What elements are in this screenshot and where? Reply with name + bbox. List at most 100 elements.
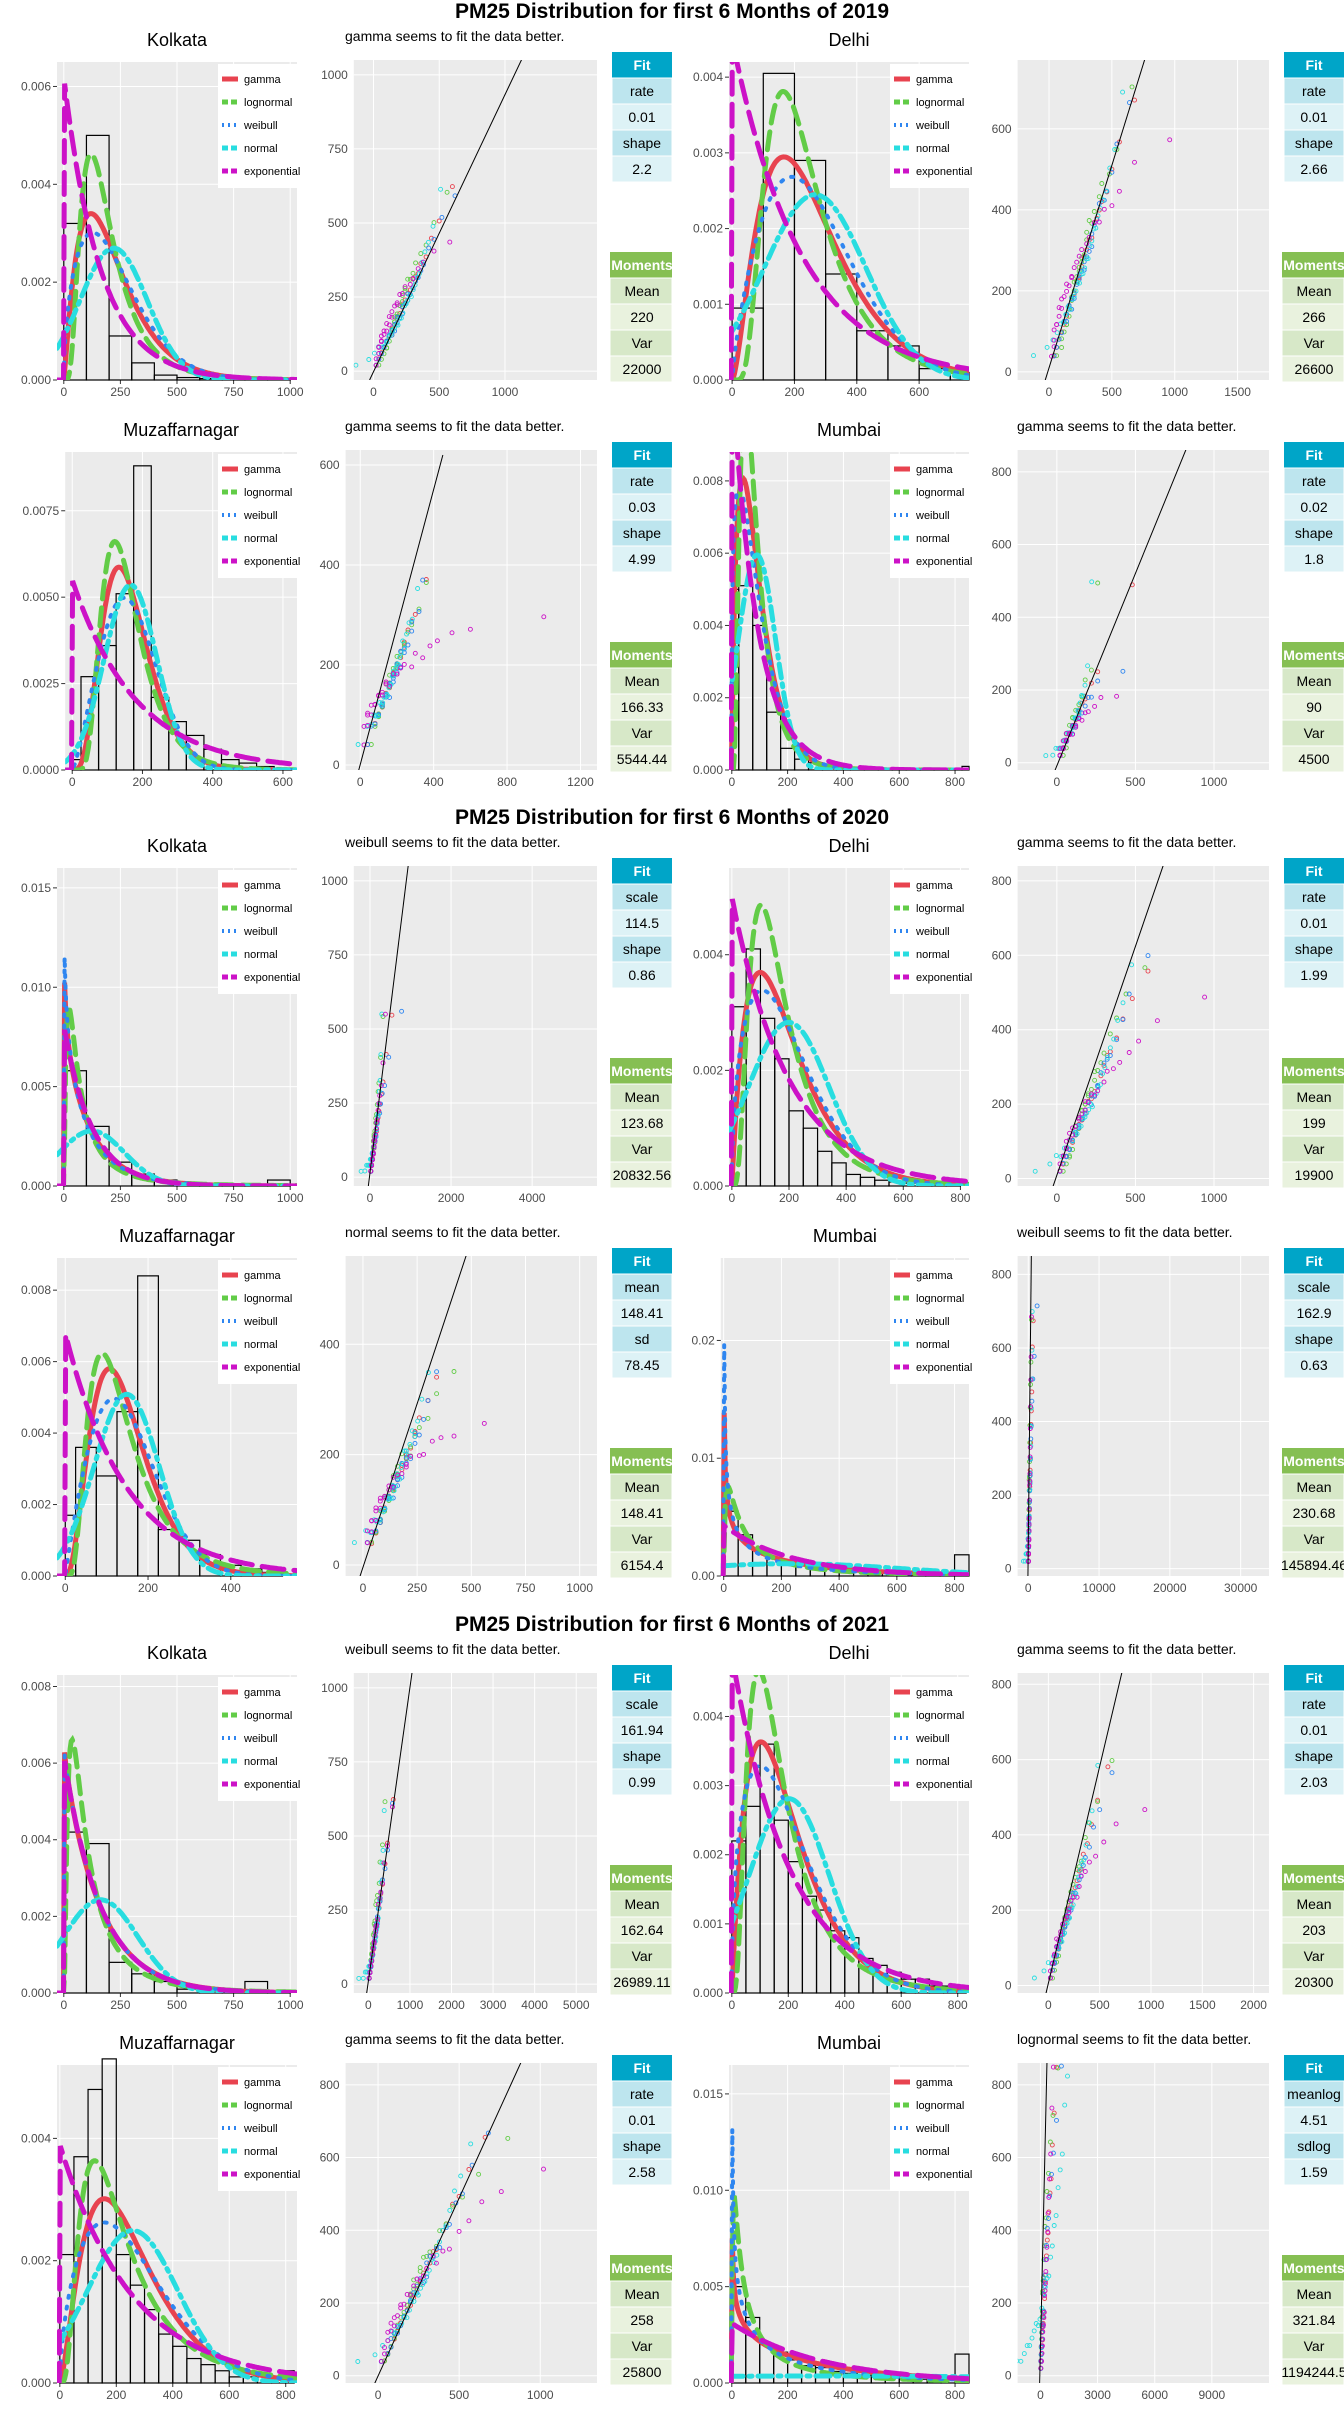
qq-point-lognormal <box>1028 1359 1034 1365</box>
fit-table-cell-bg <box>1283 1273 1344 1301</box>
moments-table-header: Moments <box>611 647 673 663</box>
qq-point-normal <box>378 1052 384 1058</box>
density-title-mumbai-3: Mumbai <box>813 1226 877 1246</box>
qq-point-exponential <box>364 1540 370 1546</box>
qq-point-exponential <box>391 2323 397 2329</box>
qq-point-exponential <box>1041 2309 1047 2315</box>
density-xtick-label: 0 <box>720 1581 727 1595</box>
density-xtick-label: 800 <box>276 2388 296 2402</box>
qq-point-weibull <box>1104 1056 1110 1062</box>
moments-table-cell-bg <box>609 1525 673 1553</box>
section-title-2020: PM25 Distribution for first 6 Months of … <box>454 806 890 829</box>
density-xtick-label: 600 <box>893 1191 913 1205</box>
moments-table-cell-bg <box>1281 1942 1344 1970</box>
qq-point-lognormal <box>1047 2139 1053 2145</box>
density-xtick-label: 400 <box>163 2388 183 2402</box>
density-ytick-label: 0.000 <box>693 763 723 777</box>
qq-point-normal <box>1082 682 1088 688</box>
fit-table-cell: 2.03 <box>1300 1774 1327 1790</box>
moments-table-header: Moments <box>1283 1063 1344 1079</box>
fit-table-header-bg <box>1284 2055 1344 2081</box>
qq-point-normal <box>458 2173 464 2179</box>
fit-table-cell-bg <box>611 493 673 521</box>
qq-point-lognormal <box>1063 1161 1069 1167</box>
qq-point-normal <box>1115 1017 1121 1023</box>
qq-point-weibull <box>1058 2063 1064 2069</box>
legend-label-lognormal: lognormal <box>916 2100 964 2112</box>
qq-point-normal <box>360 1975 366 1981</box>
density-ytick-label: 0.000 <box>21 1179 51 1193</box>
fit-table-cell: scale <box>626 1696 659 1712</box>
qq-ytick-label: 0 <box>1005 1562 1012 1576</box>
qq-ytick-label: 0 <box>1005 1172 1012 1186</box>
fit-table-cell: 1.59 <box>1300 2164 1327 2180</box>
qq-xtick-label: 0 <box>370 385 377 399</box>
density-xtick-label: 200 <box>778 775 798 789</box>
legend-label-normal: normal <box>244 143 278 155</box>
qq-point-normal <box>393 1484 398 1489</box>
histogram-bar <box>85 134 110 381</box>
moments-table-cell-bg <box>1281 1109 1344 1137</box>
qq-point-exponential <box>446 2246 452 2252</box>
moments-table-cell-bg <box>609 745 673 773</box>
qq-point-exponential <box>1046 2194 1052 2200</box>
fit-table-cell-bg <box>611 1351 673 1379</box>
moments-table-header: Moments <box>1283 2260 1344 2276</box>
qq-point-lognormal <box>425 1415 431 1421</box>
fit-table-cell: 0.01 <box>1300 1722 1327 1738</box>
fit-table-cell-bg <box>611 1325 673 1353</box>
qq-point-weibull <box>424 2260 430 2266</box>
legend-label-exponential: exponential <box>244 556 300 568</box>
qq-point-exponential <box>383 679 389 685</box>
qq-ytick-label: 0 <box>1005 2369 1012 2383</box>
density-xtick-label: 0 <box>62 1581 69 1595</box>
fit-table-cell-bg <box>611 2080 673 2108</box>
qq-point-weibull <box>1114 1037 1120 1043</box>
qq-point-gamma <box>1044 2237 1050 2243</box>
fit-table-header: Fit <box>1305 1253 1322 1269</box>
qq-point-exponential <box>370 1150 376 1156</box>
qq-point-lognormal <box>418 251 424 257</box>
fit-table-header-bg <box>1284 1665 1344 1691</box>
qq-point-exponential <box>1096 219 1102 225</box>
fit-table-cell: rate <box>630 83 654 99</box>
legend-label-normal: normal <box>916 143 950 155</box>
legend-label-exponential: exponential <box>244 166 300 178</box>
qq-point-exponential <box>1104 1068 1110 1074</box>
qq-point-exponential <box>390 1484 396 1490</box>
qq-point-gamma <box>383 1051 389 1057</box>
qq-xtick-label: 1000 <box>527 2388 554 2402</box>
qq-point-exponential <box>1073 724 1079 730</box>
legend-box <box>218 454 297 578</box>
histogram-bar <box>108 335 133 381</box>
qq-xtick-label: 3000 <box>480 1998 507 2012</box>
moments-table-header-bg <box>1282 2255 1344 2281</box>
qq-point-weibull <box>379 703 385 709</box>
qq-xtick-label: 250 <box>407 1581 427 1595</box>
qq-point-normal <box>1082 265 1088 271</box>
fit-table-cell: 0.02 <box>1300 499 1327 515</box>
density-xtick-label: 600 <box>891 1998 911 2012</box>
density-curve-exponential <box>57 83 297 380</box>
density-curve-normal <box>729 552 969 770</box>
qq-reference-line <box>1052 866 1164 1186</box>
qq-point-normal <box>378 1879 384 1885</box>
qq-point-exponential <box>1041 2322 1046 2328</box>
fit-table-header: Fit <box>633 1253 650 1269</box>
qq-point-lognormal <box>1091 209 1097 214</box>
moments-table-header-bg <box>1282 1865 1344 1891</box>
density-ytick-label: 0.002 <box>21 2254 51 2268</box>
legend-label-normal: normal <box>916 1756 950 1768</box>
qq-point-normal <box>1021 2351 1027 2357</box>
density-ytick-label: 0.001 <box>693 1917 723 1931</box>
qq-point-weibull <box>421 1416 427 1422</box>
qq-point-exponential <box>1027 1444 1033 1450</box>
density-xtick-label: 0 <box>729 385 736 399</box>
fit-table-cell-bg <box>1283 129 1344 157</box>
qq-point-lognormal <box>405 276 411 282</box>
moments-table-cell: Var <box>1304 1531 1325 1547</box>
qq-point-normal <box>1120 89 1126 95</box>
density-xtick-label: 500 <box>167 385 187 399</box>
fit-table-cell: shape <box>623 2138 661 2154</box>
qq-xtick-label: 0 <box>357 775 364 789</box>
